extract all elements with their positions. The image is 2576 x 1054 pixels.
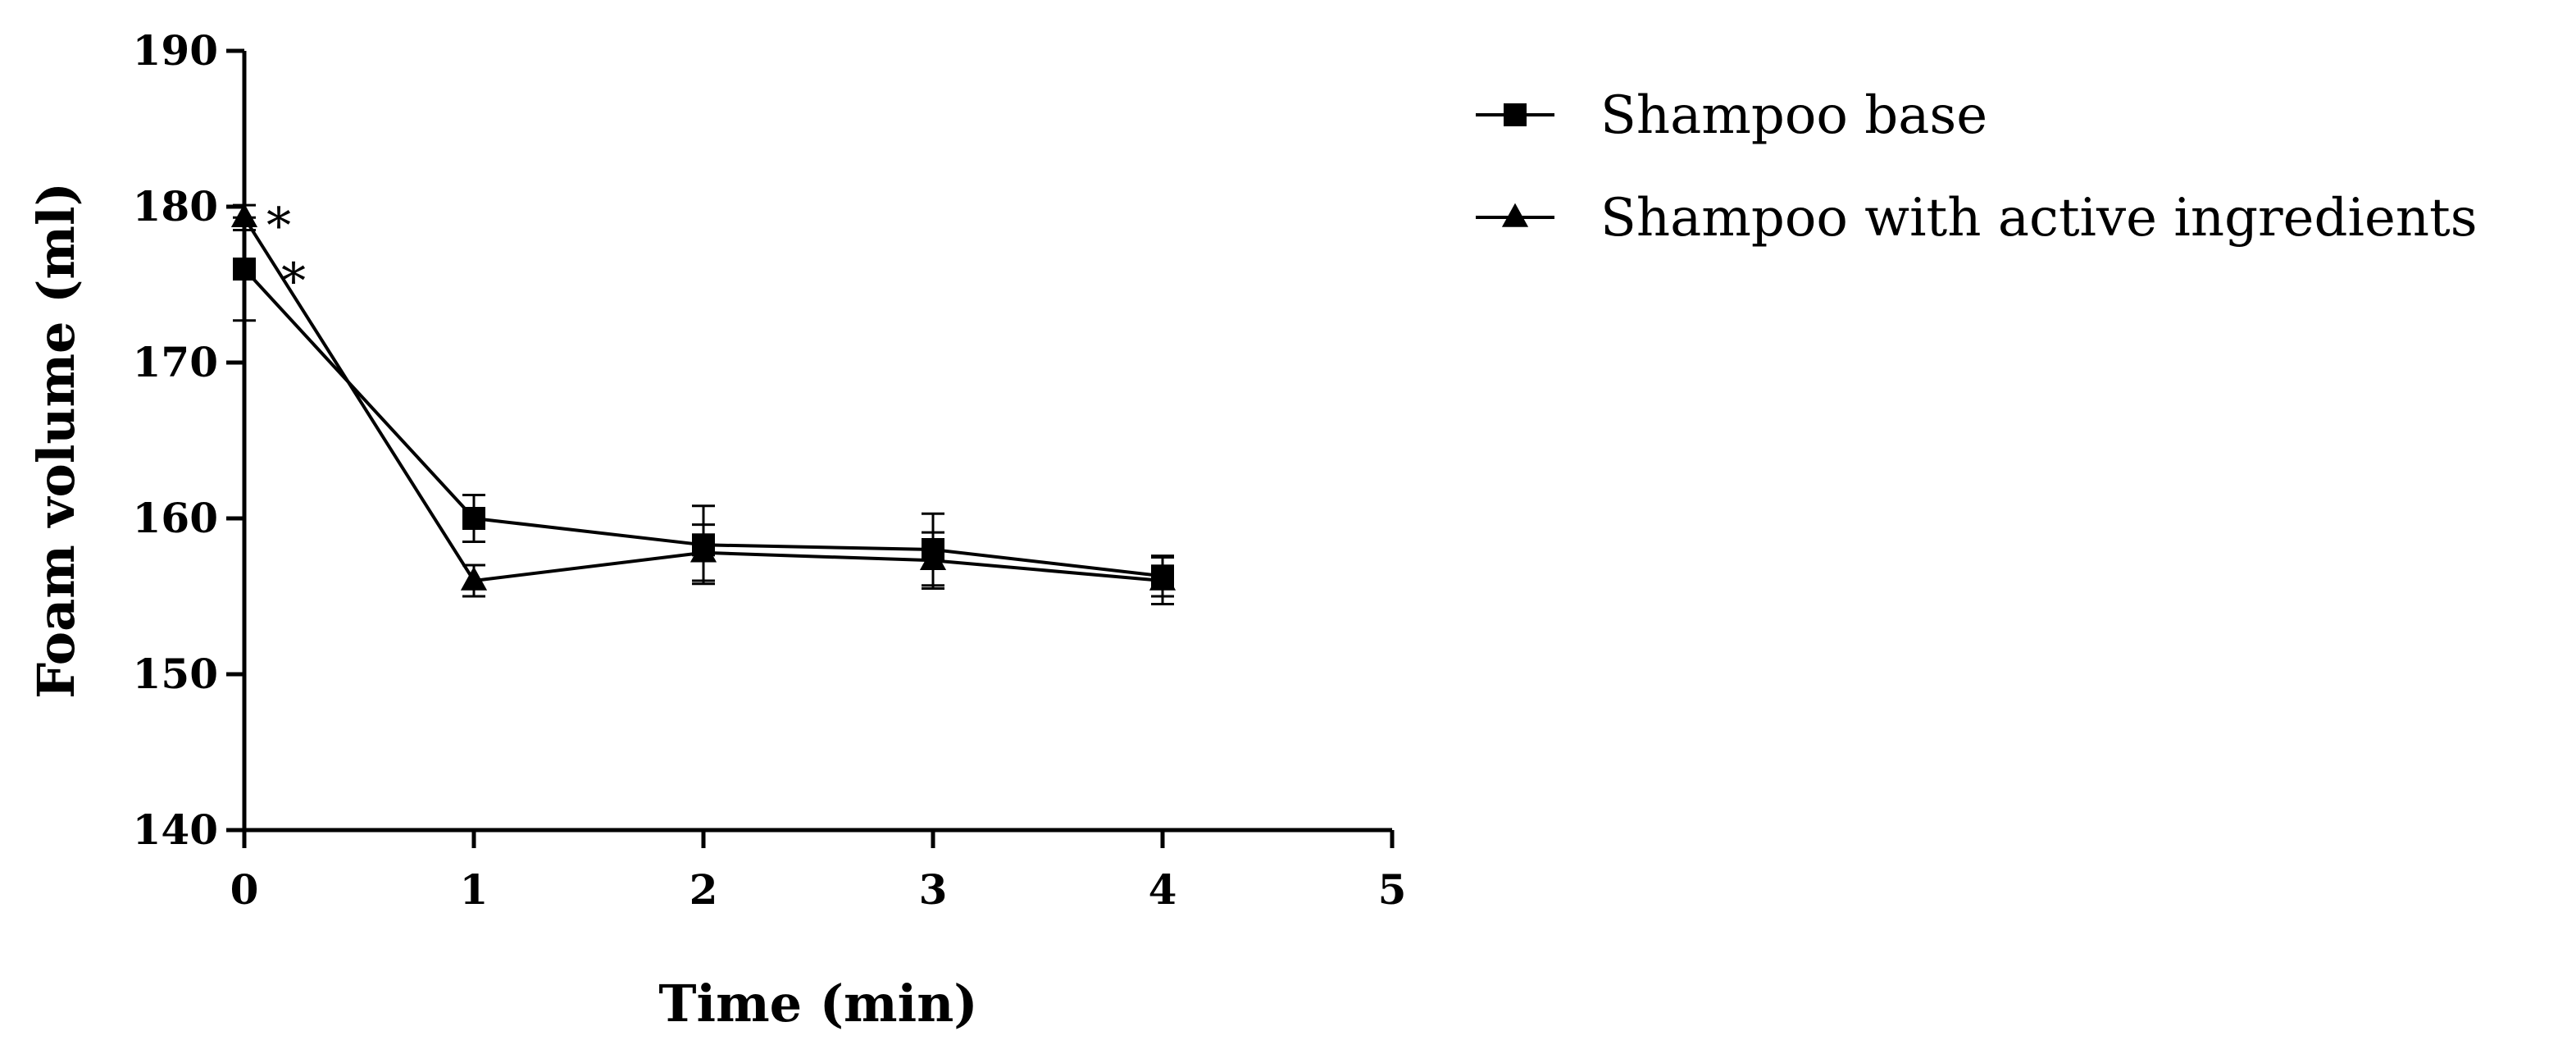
x-tick-label: 5 [1378,865,1407,914]
x-tick-label: 4 [1149,865,1177,914]
legend-marker-square [1504,103,1527,126]
y-axis-title: Foam volume (ml) [26,182,86,699]
data-point-triangle [919,545,947,571]
x-axis-title: Time (min) [658,974,977,1033]
y-tick-label: 140 [133,805,218,854]
y-tick-label: 150 [133,650,218,698]
x-tick-label: 3 [919,865,948,914]
data-point-triangle [690,538,717,563]
y-tick-label: 180 [133,182,218,230]
y-tick-label: 170 [133,338,218,386]
legend-label: Shampoo base [1600,85,1987,146]
data-point-triangle [460,566,488,591]
legend-marker-triangle [1501,203,1529,227]
data-point-square [462,507,485,530]
x-tick-label: 0 [230,865,259,914]
data-point-triangle [1149,566,1176,591]
data-point-square [233,258,256,281]
y-tick-label: 190 [133,26,218,75]
significance-marker: * [266,197,291,254]
significance-marker: * [281,253,306,310]
legend-label: Shampoo with active ingredients [1600,188,2478,249]
x-tick-label: 1 [460,865,489,914]
y-tick-label: 160 [133,494,218,542]
data-point-triangle [230,203,258,228]
x-tick-label: 2 [690,865,718,914]
